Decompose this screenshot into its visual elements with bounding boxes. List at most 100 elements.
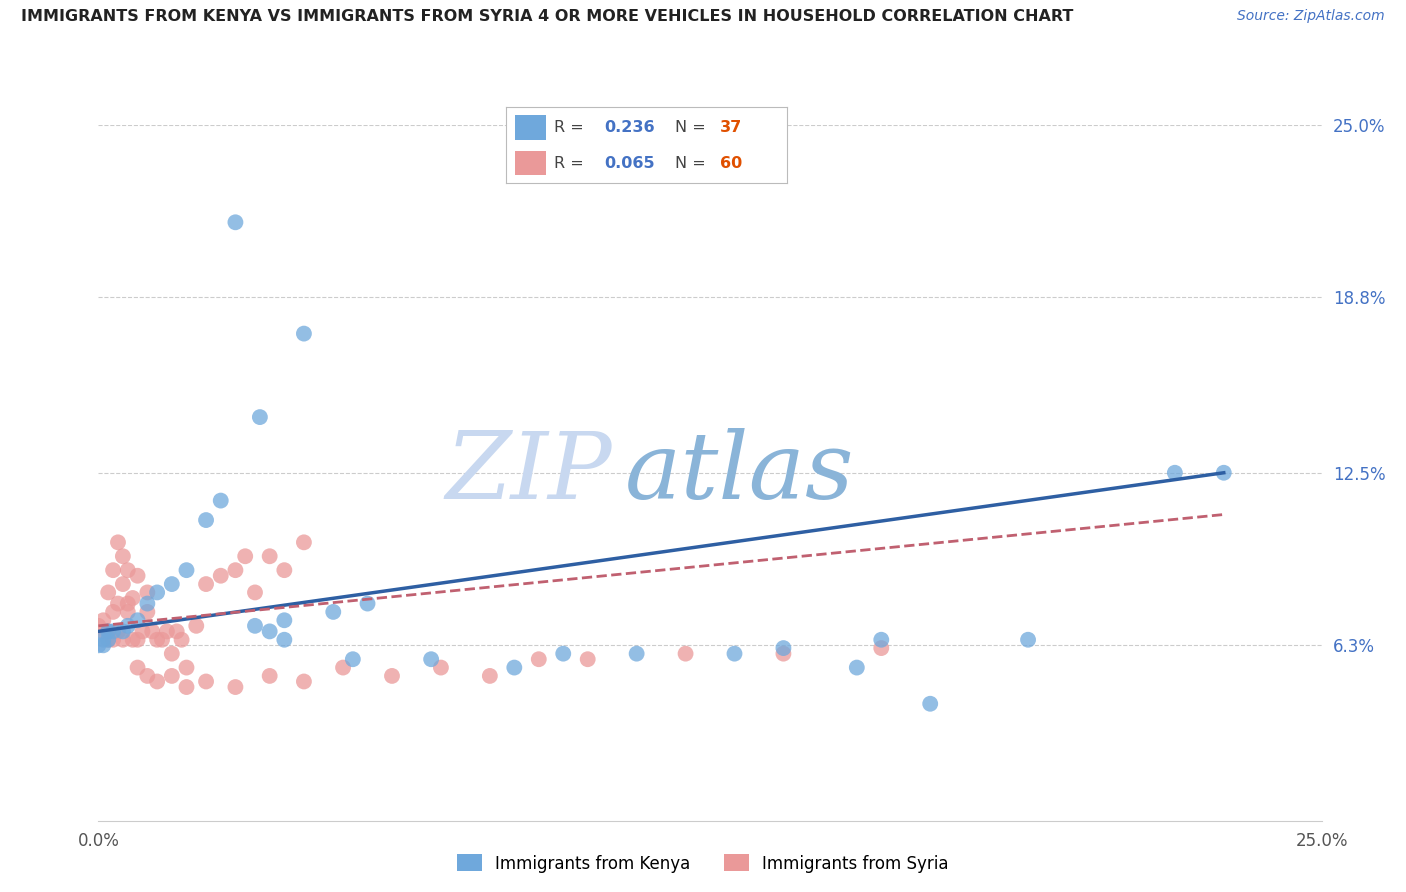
Point xyxy=(772,641,794,656)
Text: Source: ZipAtlas.com: Source: ZipAtlas.com xyxy=(1237,9,1385,23)
Point xyxy=(259,549,281,564)
Point xyxy=(127,660,149,674)
Point xyxy=(342,652,364,666)
Point xyxy=(243,585,266,599)
Point xyxy=(233,549,256,564)
Point xyxy=(356,597,378,611)
Point xyxy=(117,605,139,619)
Point xyxy=(97,632,120,647)
Point xyxy=(224,680,246,694)
Point xyxy=(176,680,198,694)
Point xyxy=(195,674,218,689)
Point xyxy=(101,624,124,639)
Point xyxy=(478,669,501,683)
Point xyxy=(243,619,266,633)
Point xyxy=(111,549,134,564)
Point xyxy=(121,632,143,647)
Point xyxy=(101,563,124,577)
Point xyxy=(772,647,794,661)
Point xyxy=(209,493,232,508)
Point xyxy=(107,535,129,549)
Point xyxy=(195,577,218,591)
Point xyxy=(160,647,183,661)
Point xyxy=(292,535,315,549)
Point xyxy=(259,624,281,639)
Text: 60: 60 xyxy=(720,155,742,170)
Point xyxy=(166,624,188,639)
Point xyxy=(273,563,295,577)
Text: R =: R = xyxy=(554,120,589,135)
Text: R =: R = xyxy=(554,155,589,170)
Point xyxy=(156,624,179,639)
Point xyxy=(503,660,526,674)
Point xyxy=(117,619,139,633)
Point xyxy=(160,669,183,683)
Point xyxy=(292,326,315,341)
Text: atlas: atlas xyxy=(624,428,853,517)
Point xyxy=(381,669,404,683)
Point xyxy=(136,669,159,683)
Point xyxy=(141,624,163,639)
Text: ZIP: ZIP xyxy=(446,428,612,517)
Point xyxy=(195,513,218,527)
Point xyxy=(127,632,149,647)
Point xyxy=(111,624,134,639)
Bar xyxy=(515,151,546,175)
Point xyxy=(107,597,129,611)
Point xyxy=(845,660,868,674)
Point xyxy=(146,674,169,689)
Point xyxy=(273,632,295,647)
Point xyxy=(186,619,208,633)
Text: N =: N = xyxy=(675,120,711,135)
Point xyxy=(131,624,153,639)
Point xyxy=(127,613,149,627)
Point xyxy=(146,585,169,599)
Point xyxy=(675,647,697,661)
Point xyxy=(101,605,124,619)
Point xyxy=(111,577,134,591)
Point xyxy=(91,613,114,627)
Point xyxy=(870,632,893,647)
Point xyxy=(91,624,114,639)
Point xyxy=(136,597,159,611)
Point xyxy=(136,605,159,619)
Point xyxy=(91,632,114,647)
Point xyxy=(420,652,443,666)
Point xyxy=(259,669,281,683)
Point xyxy=(1017,632,1039,647)
Point xyxy=(170,632,193,647)
Point xyxy=(273,613,295,627)
Text: 37: 37 xyxy=(720,120,742,135)
Point xyxy=(322,605,344,619)
Point xyxy=(870,641,893,656)
Point xyxy=(527,652,550,666)
Point xyxy=(146,632,169,647)
Point xyxy=(97,624,120,639)
Point xyxy=(101,632,124,647)
Point xyxy=(292,674,315,689)
Point xyxy=(121,591,143,605)
Point xyxy=(176,563,198,577)
Point xyxy=(224,215,246,229)
Point xyxy=(626,647,648,661)
Point xyxy=(117,563,139,577)
Point xyxy=(87,619,110,633)
Point xyxy=(97,632,120,647)
Point xyxy=(111,632,134,647)
Point xyxy=(136,585,159,599)
Point xyxy=(249,410,271,425)
Point xyxy=(150,632,173,647)
Point xyxy=(1212,466,1234,480)
Legend: Immigrants from Kenya, Immigrants from Syria: Immigrants from Kenya, Immigrants from S… xyxy=(450,847,956,880)
Point xyxy=(87,638,110,652)
Point xyxy=(332,660,354,674)
Point xyxy=(176,660,198,674)
Point xyxy=(209,568,232,582)
Point xyxy=(920,697,942,711)
Text: 0.236: 0.236 xyxy=(605,120,655,135)
Text: 0.065: 0.065 xyxy=(605,155,655,170)
Point xyxy=(576,652,599,666)
Bar xyxy=(515,115,546,140)
Point xyxy=(97,585,120,599)
Point xyxy=(91,638,114,652)
